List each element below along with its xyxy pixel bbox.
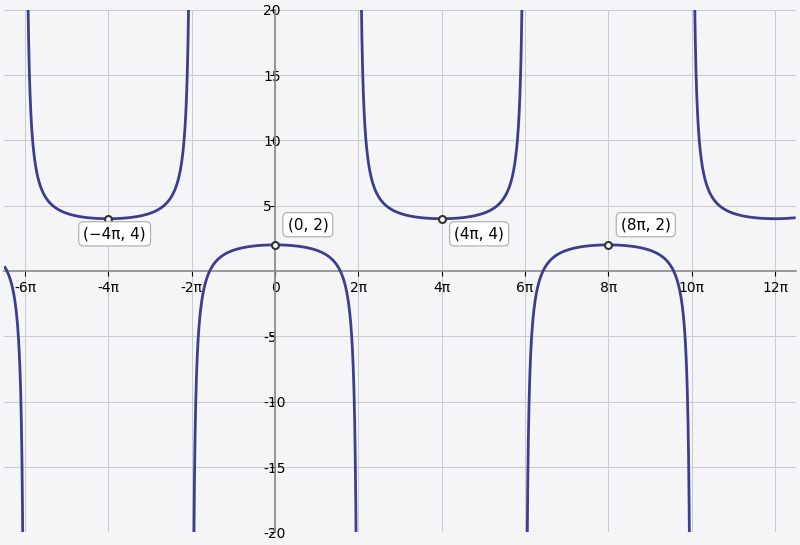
Text: (4π, 4): (4π, 4) bbox=[454, 226, 504, 241]
Text: (8π, 2): (8π, 2) bbox=[621, 217, 670, 232]
Text: (0, 2): (0, 2) bbox=[287, 217, 328, 232]
Text: (−4π, 4): (−4π, 4) bbox=[83, 226, 146, 241]
